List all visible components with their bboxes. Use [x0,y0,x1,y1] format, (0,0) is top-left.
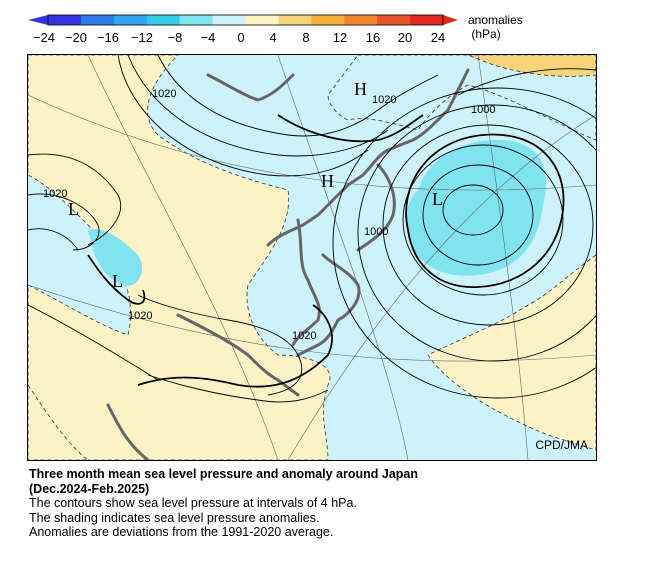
colorbar-segment [212,15,246,25]
contour-label-1020: 1020 [152,88,176,100]
positive-anomaly-areas [28,55,596,460]
anomaly-area-east [427,254,596,451]
anomaly-colorbar: −24 −20 −16 −12 −8 −4 0 4 8 12 16 20 24 … [0,0,650,50]
anomaly-area-far-northeast [467,55,596,77]
colorbar-tick: 12 [332,30,348,45]
low-pressure-marker: L [68,199,79,219]
anomaly-area-southwest [28,384,89,460]
colorbar-left-arrow [28,15,48,25]
bold-contour-1020-north [277,114,424,143]
colorbar-tick: 20 [397,30,413,45]
low-pressure-marker: L [112,271,123,291]
coastline-china-east [176,313,300,397]
colorbar-right-arrow [443,15,458,25]
bold-contours [87,114,565,388]
contour-label-1020: 1020 [43,188,67,200]
low-pressure-marker: L [432,189,443,209]
colorbar-segment [146,15,181,25]
colorbar-strip [28,14,458,26]
map-canvas: 1020 1020 1020 1020 1020 1000 1000 H H L… [28,55,596,460]
high-pressure-marker: H [354,79,367,99]
contour-label-1020: 1020 [128,310,152,322]
caption-title: Three month mean sea level pressure and … [29,467,419,481]
colorbar-segment [179,15,214,25]
colorbar-tick: −16 [96,30,120,45]
colorbar-units: anomalies (hPa) [468,13,523,41]
coastline-indochina [106,403,150,460]
colorbar-segment [311,15,345,25]
colorbar-tick: 24 [430,30,446,45]
coastline-japan-north [356,163,396,252]
contour-label-1000: 1000 [471,104,495,116]
coastline-korean-peninsula [291,218,321,347]
bold-contour-1020-west [87,254,146,305]
units-label: anomalies [468,13,523,27]
colorbar-tick: −24 [32,30,56,45]
figure-caption: Three month mean sea level pressure and … [29,467,629,540]
contour-label-1020: 1020 [372,94,396,106]
colorbar-segment [245,15,279,25]
negative-anomaly-areas [88,140,546,286]
colorbar-tick: 16 [365,30,381,45]
high-pressure-marker: H [321,171,334,191]
units-value: (hPa) [471,27,501,41]
pressure-map: 1020 1020 1020 1020 1020 1000 1000 H H L… [27,54,597,461]
coastline-korea-china [266,68,470,247]
coastlines [106,68,470,460]
graticule [28,55,596,460]
caption-line: Anomalies are deviations from the 1991-2… [29,525,334,539]
caption-period: (Dec.2024-Feb.2025) [29,481,150,496]
anomaly-area-west-small [88,229,143,286]
colorbar-tick: −12 [130,30,154,45]
colorbar-segment [377,15,411,25]
colorbar-segment [410,15,444,25]
coastline-japan [296,253,361,357]
contour-labels: 1020 1020 1020 1020 1020 1000 1000 [43,88,495,342]
bold-contour-1020-south [137,304,333,388]
colorbar-tick: −8 [167,30,183,45]
colorbar-tick: 8 [302,30,310,45]
colorbar-tick: 4 [269,30,277,45]
pressure-centers: H H L L L [68,79,443,291]
anomaly-area-northeast [327,55,596,141]
colorbar-tick: 0 [237,30,245,45]
colorbar-segment [80,15,115,25]
coastline-north [206,73,295,102]
anomaly-area-west [28,55,331,460]
contour-label-1020: 1020 [292,330,316,342]
colorbar-segment [278,15,312,25]
contour-label-1000: 1000 [364,226,388,238]
caption-line: The shading indicates sea level pressure… [29,510,320,525]
colorbar-segment [113,15,148,25]
caption-line: The contours show sea level pressure at … [29,496,357,510]
bold-contour-1000 [405,133,565,288]
anomaly-area-low-center [406,140,546,276]
credit-label: CPD/JMA [535,438,588,452]
colorbar-segment [48,15,82,25]
colorbar-tick: −4 [200,30,216,45]
colorbar-segment [344,15,378,25]
colorbar-tick: −20 [64,30,88,45]
